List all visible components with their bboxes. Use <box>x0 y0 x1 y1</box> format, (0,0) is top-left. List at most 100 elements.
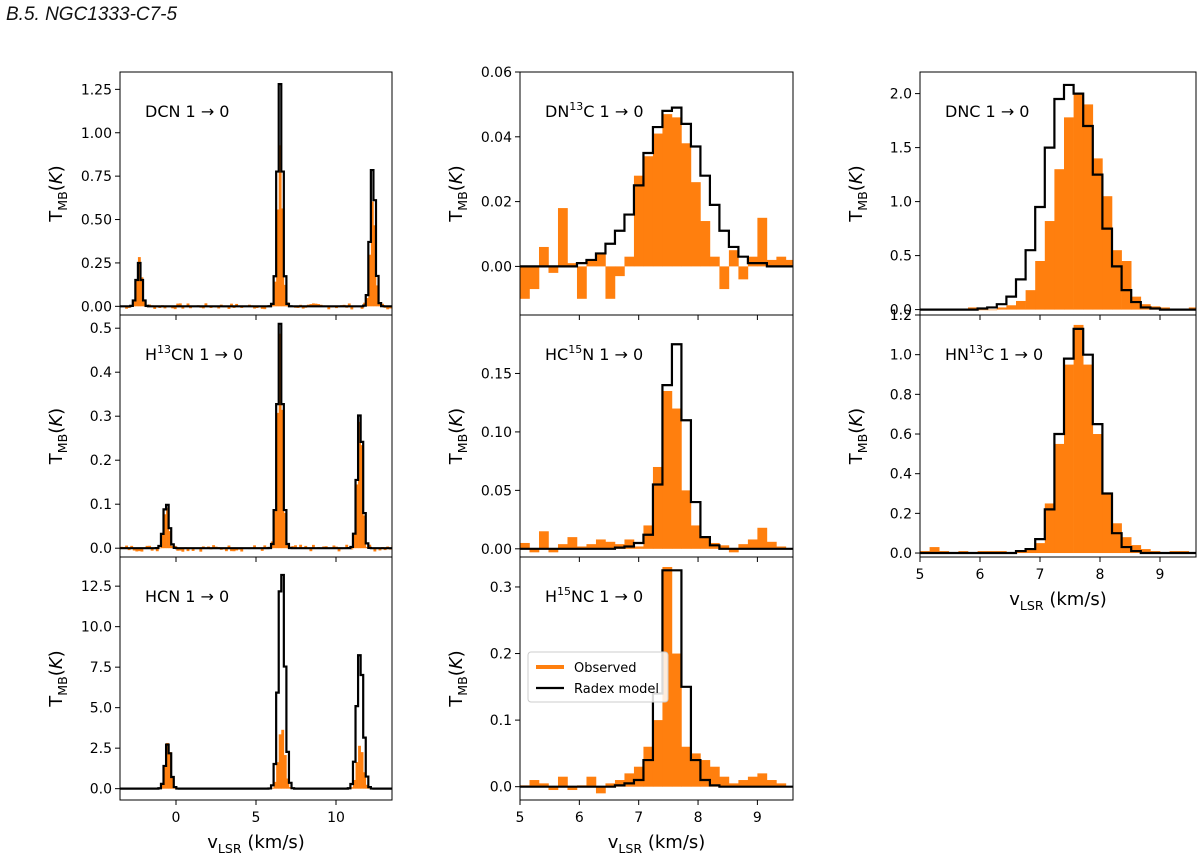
observed-bin <box>1121 261 1132 310</box>
observed-bin <box>130 545 134 549</box>
observed-bin <box>240 548 244 552</box>
observed-bin <box>671 653 682 787</box>
y-tick-label: 0.04 <box>481 130 512 146</box>
observed-bin <box>332 545 336 549</box>
x-tick-label: 5 <box>252 810 261 826</box>
observed-bin <box>283 755 287 789</box>
observed-bin <box>140 548 144 552</box>
panel-label: DNC 1 → 0 <box>945 102 1029 121</box>
y-axis-label: TMB(K) <box>446 165 470 222</box>
observed-bin <box>355 484 359 549</box>
axes-frame <box>519 556 794 801</box>
observed-bin <box>548 548 559 553</box>
observed-bin <box>700 537 711 549</box>
observed-bin <box>690 525 701 549</box>
observed-bin <box>137 548 141 552</box>
observed-bin <box>125 545 128 549</box>
observed-bin <box>163 514 167 549</box>
observed-bin <box>176 303 180 307</box>
observed-bin <box>728 548 739 553</box>
observed-bin <box>283 512 287 549</box>
observed-bin <box>624 539 635 549</box>
observed-series-hc15n <box>520 390 793 553</box>
observed-bin <box>365 546 369 549</box>
y-axis-label: TMB(K) <box>846 165 870 222</box>
panel-dnc: 0.0 0.5 1.0 1.5 2.0 TMB(K) DNC 1 → 0 <box>846 71 1197 320</box>
observed-series-dn13c <box>520 114 793 299</box>
observed-bin <box>360 445 364 549</box>
panel-dcn: 0.00 0.25 0.50 0.75 1.00 1.25 TMB(K) DCN 1 → 0 <box>46 71 393 320</box>
observed-bin <box>345 544 349 549</box>
observed-bin <box>652 466 663 549</box>
observed-bin <box>186 303 190 307</box>
x-axis-label: vLSR (km/s) <box>207 832 305 856</box>
observed-bin <box>605 783 616 787</box>
observed-bin <box>286 778 290 789</box>
plot-area-h13cn <box>120 322 392 552</box>
y-tick-label: 0.02 <box>481 195 512 211</box>
observed-bin <box>235 303 239 307</box>
observed-bin <box>633 175 644 267</box>
observed-bin <box>178 303 182 307</box>
model-series-dn13c <box>520 106 793 268</box>
observed-bin <box>363 515 367 549</box>
y-tick-label: 0.75 <box>81 169 112 185</box>
observed-bin <box>263 306 267 310</box>
observed-bin <box>595 539 606 549</box>
observed-bin <box>276 412 280 549</box>
plot-area-hn13c <box>920 324 1196 555</box>
observed-bin <box>766 259 777 267</box>
observed-bin <box>766 541 777 549</box>
observed-bin <box>1073 93 1084 310</box>
x-tick-label: 9 <box>753 810 762 826</box>
y-tick-label: 0.50 <box>81 213 112 229</box>
observed-bin <box>785 259 793 267</box>
observed-bin <box>276 209 280 307</box>
x-tick-label: 7 <box>1036 567 1045 583</box>
y-tick-label: 1.0 <box>890 348 912 364</box>
panel-hc15n: 0.00 0.05 0.10 0.15 TMB(K) HC15N 1 → 0 <box>446 314 794 562</box>
observed-bin <box>1054 443 1065 554</box>
observed-series-dnc <box>920 93 1196 311</box>
observed-bin <box>738 266 749 280</box>
observed-bin <box>538 246 549 267</box>
observed-bin <box>700 221 711 267</box>
y-tick-label: 0.2 <box>890 506 912 522</box>
observed-bin <box>700 760 711 787</box>
observed-bin <box>173 306 177 310</box>
y-tick-label: 0.4 <box>890 467 912 483</box>
observed-bin <box>350 787 354 789</box>
y-axis-label: TMB(K) <box>46 408 70 465</box>
observed-bin <box>643 525 654 549</box>
observed-bin <box>230 548 233 552</box>
observed-bin <box>1112 523 1122 554</box>
observed-bin <box>360 306 364 309</box>
panel-label: H15NC 1 → 0 <box>545 585 643 606</box>
y-tick-label: 5.0 <box>90 701 112 717</box>
observed-bin <box>260 306 264 309</box>
observed-bin <box>681 143 692 267</box>
observed-bin <box>350 548 354 550</box>
observed-bin <box>1102 196 1113 310</box>
observed-bin <box>186 548 190 552</box>
y-tick-label: 12.5 <box>81 579 112 595</box>
observed-bin <box>299 544 303 549</box>
observed-bin <box>614 266 625 277</box>
observed-bin <box>1006 305 1017 310</box>
observed-bin <box>776 546 787 549</box>
x-tick-label: 10 <box>327 810 345 826</box>
observed-series-hcn <box>120 729 392 790</box>
observed-bin <box>690 182 701 267</box>
observed-bin <box>260 548 264 551</box>
observed-bin <box>652 133 663 267</box>
observed-bin <box>160 534 164 549</box>
y-tick-label: 0.0 <box>90 782 112 798</box>
plot-area-hcn <box>120 573 392 790</box>
y-tick-label: 1.25 <box>81 82 112 98</box>
panel-label: DN13C 1 → 0 <box>545 100 644 121</box>
x-axis-label: vLSR (km/s) <box>608 832 706 856</box>
observed-bin <box>719 776 730 787</box>
observed-bin <box>171 776 175 789</box>
observed-bin <box>376 285 379 307</box>
observed-bin <box>538 783 549 787</box>
